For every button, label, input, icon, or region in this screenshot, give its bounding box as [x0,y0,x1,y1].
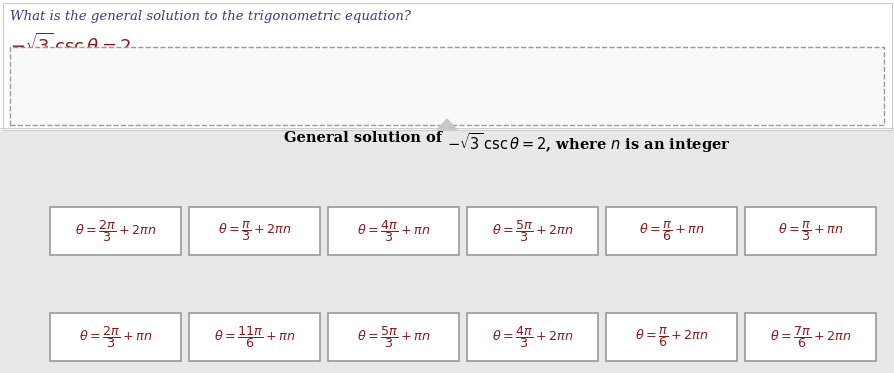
Text: $\theta = \dfrac{\pi}{6} + \pi n$: $\theta = \dfrac{\pi}{6} + \pi n$ [638,219,704,243]
Text: What is the general solution to the trigonometric equation?: What is the general solution to the trig… [10,10,410,23]
Text: General solution of: General solution of [283,131,446,145]
Text: $\theta = \dfrac{2\pi}{3} + 2\pi n$: $\theta = \dfrac{2\pi}{3} + 2\pi n$ [75,218,156,244]
Text: $-\sqrt{3}\,\mathrm{csc}\,\theta = 2$, where $n$ is an integer: $-\sqrt{3}\,\mathrm{csc}\,\theta = 2$, w… [446,131,730,155]
Text: $\theta = \dfrac{4\pi}{3} + \pi n$: $\theta = \dfrac{4\pi}{3} + \pi n$ [357,218,430,244]
Text: $\theta = \dfrac{5\pi}{3} + \pi n$: $\theta = \dfrac{5\pi}{3} + \pi n$ [357,324,430,350]
Text: $\theta = \dfrac{\pi}{6} + 2\pi n$: $\theta = \dfrac{\pi}{6} + 2\pi n$ [634,325,708,349]
FancyBboxPatch shape [50,207,181,255]
FancyBboxPatch shape [744,207,875,255]
Text: $\theta = \dfrac{2\pi}{3} + \pi n$: $\theta = \dfrac{2\pi}{3} + \pi n$ [79,324,152,350]
FancyBboxPatch shape [605,313,736,361]
Text: $-\sqrt{3}\,\mathrm{csc}\,\theta = 2$: $-\sqrt{3}\,\mathrm{csc}\,\theta = 2$ [10,33,131,57]
FancyBboxPatch shape [189,313,320,361]
FancyBboxPatch shape [327,207,459,255]
FancyBboxPatch shape [605,207,736,255]
FancyBboxPatch shape [3,3,891,130]
FancyBboxPatch shape [327,313,459,361]
Text: $\theta = \dfrac{\pi}{3} + \pi n$: $\theta = \dfrac{\pi}{3} + \pi n$ [777,219,842,243]
Text: Drag the solutions to the box to correctly complete the table.: Drag the solutions to the box to correct… [10,58,422,71]
FancyBboxPatch shape [10,47,883,125]
Text: $\theta = \dfrac{7\pi}{6} + 2\pi n$: $\theta = \dfrac{7\pi}{6} + 2\pi n$ [769,324,850,350]
FancyBboxPatch shape [0,130,894,373]
FancyBboxPatch shape [467,207,597,255]
FancyBboxPatch shape [50,313,181,361]
Polygon shape [436,119,457,130]
FancyBboxPatch shape [744,313,875,361]
FancyBboxPatch shape [467,313,597,361]
Text: $\theta = \dfrac{11\pi}{6} + \pi n$: $\theta = \dfrac{11\pi}{6} + \pi n$ [214,324,295,350]
Text: $\theta = \dfrac{4\pi}{3} + 2\pi n$: $\theta = \dfrac{4\pi}{3} + 2\pi n$ [491,324,573,350]
FancyBboxPatch shape [189,207,320,255]
Text: $\theta = \dfrac{5\pi}{3} + 2\pi n$: $\theta = \dfrac{5\pi}{3} + 2\pi n$ [491,218,573,244]
Text: $\theta = \dfrac{\pi}{3} + 2\pi n$: $\theta = \dfrac{\pi}{3} + 2\pi n$ [217,219,291,243]
